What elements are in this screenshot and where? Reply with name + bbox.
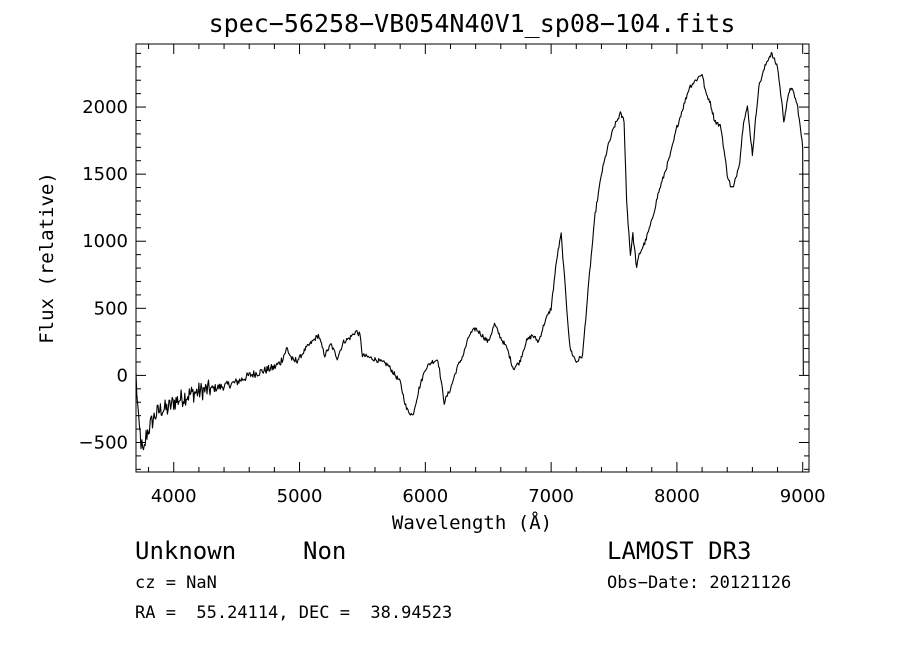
- x-tick-label: 6000: [402, 486, 448, 507]
- x-axis-label: Wavelength (Å): [392, 511, 552, 534]
- y-tick-label: 500: [94, 298, 128, 319]
- coords-label: RA = 55.24114, DEC = 38.94523: [135, 603, 453, 623]
- survey-label: LAMOST DR3: [607, 537, 752, 565]
- x-tick-labels: 4000 5000 6000 7000 8000 9000: [151, 486, 826, 507]
- y-axis-label: Flux (relative): [36, 172, 58, 344]
- y-tick-labels: −500 0 500 1000 1500 2000: [79, 97, 128, 453]
- chart-title: spec−56258−VB054N40V1_sp08−104.fits: [209, 9, 736, 38]
- plot-frame: [135, 43, 810, 473]
- subclass-label: Non: [303, 537, 347, 565]
- cz-label: cz = NaN: [135, 573, 217, 593]
- obs-date-label: Obs−Date: 20121126: [607, 573, 792, 593]
- x-tick-label: 7000: [528, 486, 574, 507]
- y-tick-label: 1000: [82, 231, 128, 252]
- x-tick-label: 5000: [277, 486, 323, 507]
- y-tick-label: 2000: [82, 97, 128, 118]
- spectrum-line: [135, 52, 804, 451]
- y-tick-label: −500: [79, 432, 128, 453]
- x-tick-label: 9000: [780, 486, 826, 507]
- x-tick-label: 4000: [151, 486, 197, 507]
- x-tick-label: 8000: [654, 486, 700, 507]
- class-label: Unknown: [135, 537, 237, 565]
- axis-ticks: [136, 44, 809, 472]
- y-tick-label: 0: [117, 365, 128, 386]
- y-tick-label: 1500: [82, 164, 128, 185]
